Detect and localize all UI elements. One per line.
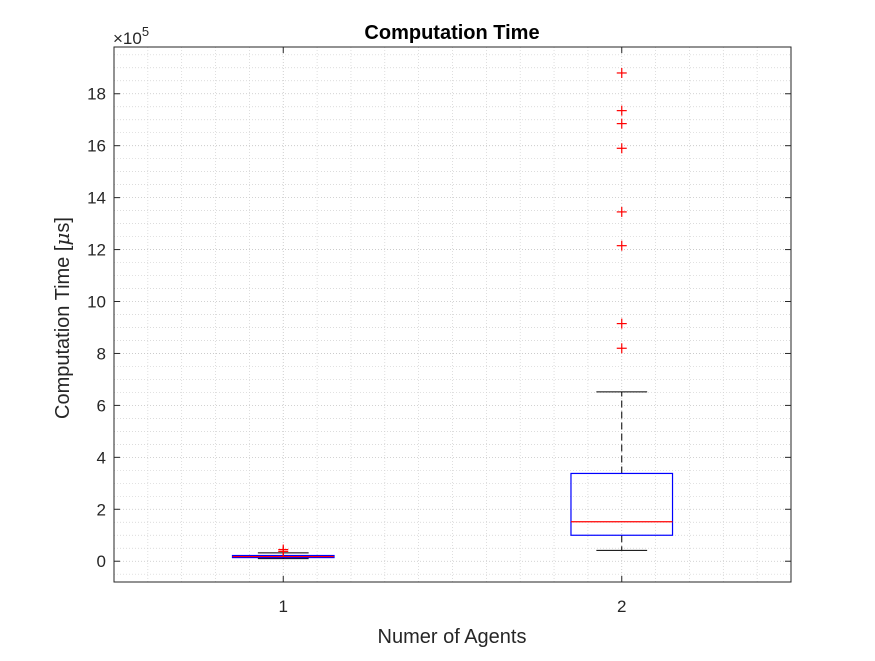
y-tick-label: 2 <box>97 500 106 519</box>
outlier-point <box>616 318 627 329</box>
x-tick-label: 2 <box>617 597 626 616</box>
y-tick-label: 0 <box>97 552 106 571</box>
plot-area-frame <box>113 46 792 583</box>
y-tick-label: 6 <box>97 396 106 415</box>
minor-gridlines <box>114 47 791 582</box>
outlier-point <box>616 343 627 354</box>
y-tick-label: 10 <box>87 293 106 312</box>
y-axis-label-mu: μ <box>50 233 74 246</box>
outlier-point <box>616 105 627 116</box>
outlier-point <box>616 143 627 154</box>
y-tick-label: 16 <box>87 137 106 156</box>
y-axis-label-suffix: s] <box>52 217 74 233</box>
box-category-2 <box>570 67 674 551</box>
y-tick-label: 14 <box>87 189 106 208</box>
y-tick-label: 12 <box>87 241 106 260</box>
chart-title: Computation Time <box>364 22 539 44</box>
y-axis-label: Computation Time [μs] <box>50 217 74 419</box>
y-axis-exponent-base: ×10 <box>113 29 142 48</box>
major-gridlines <box>114 47 791 582</box>
y-tick-label: 4 <box>97 448 106 467</box>
x-axis-label: Numer of Agents <box>378 626 527 648</box>
y-tick-label: 18 <box>87 85 106 104</box>
outlier-point <box>616 240 627 251</box>
outlier-point <box>616 206 627 217</box>
y-axis-label-prefix: Computation Time [ <box>52 245 74 419</box>
box-category-1 <box>231 544 335 560</box>
y-tick-label: 8 <box>97 344 106 363</box>
y-axis-exponent: ×105 <box>113 24 149 48</box>
y-axis-exponent-power: 5 <box>142 24 149 39</box>
x-tick-label: 1 <box>279 597 288 616</box>
outlier-point <box>616 67 627 78</box>
outlier-point <box>616 118 627 129</box>
outlier-point <box>278 544 289 555</box>
boxes-layer <box>231 67 674 560</box>
box-iqr <box>570 472 674 536</box>
